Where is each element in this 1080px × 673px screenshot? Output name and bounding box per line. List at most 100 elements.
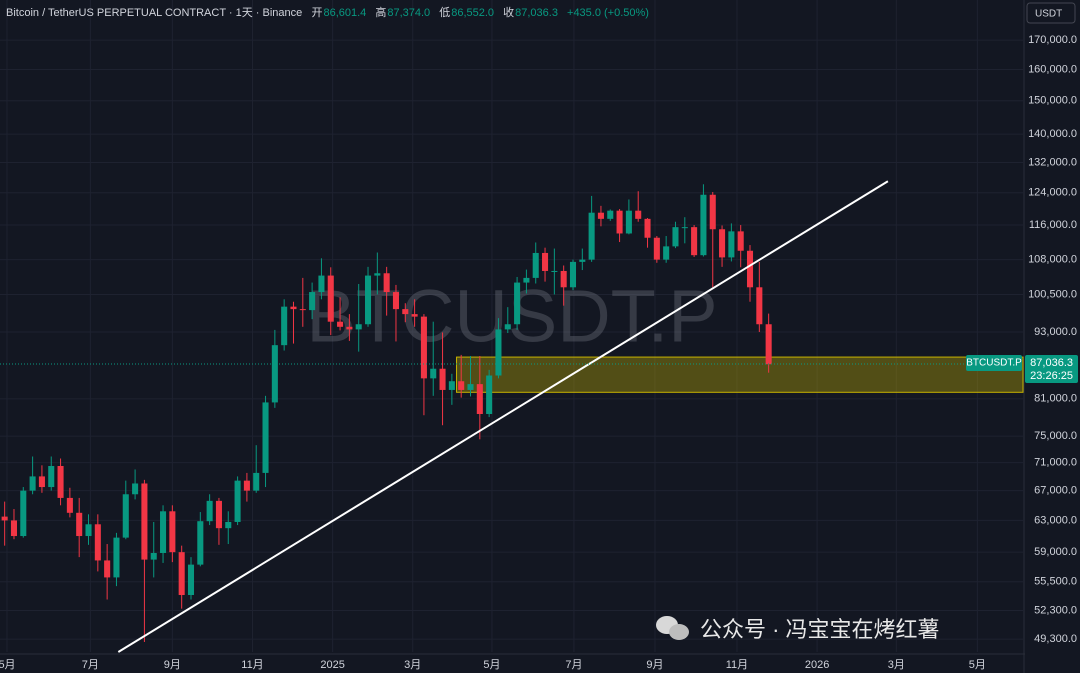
y-tick-label: 81,000.0: [1034, 393, 1077, 405]
y-tick-label: 63,000.0: [1034, 514, 1077, 526]
candle-body: [420, 316, 427, 379]
y-tick-label: 93,000.0: [1034, 326, 1077, 338]
candle-body: [728, 231, 735, 258]
candle-body: [439, 368, 446, 390]
candle-body: [672, 227, 679, 247]
trendline: [117, 180, 889, 653]
x-tick-label: 7月: [82, 659, 99, 671]
wechat-icon: [656, 614, 692, 642]
y-tick-label: 160,000.0: [1028, 63, 1077, 75]
candle-body: [756, 287, 763, 325]
candle-body: [579, 259, 586, 262]
candle-body: [187, 564, 195, 596]
candle-body: [299, 309, 306, 311]
ohlc-value: 86,552.0: [451, 7, 495, 19]
candle-body: [532, 252, 539, 278]
candle-body: [597, 212, 604, 219]
y-tick-label: 100,500.0: [1028, 288, 1077, 300]
candle-body: [504, 324, 511, 330]
candle-body: [85, 524, 92, 537]
y-tick-label: 150,000.0: [1028, 95, 1077, 107]
ohlc-label: 开: [311, 7, 323, 19]
y-tick-label: 67,000.0: [1034, 485, 1077, 497]
x-tick-label: 7月: [565, 659, 582, 671]
candle-body: [271, 345, 278, 403]
candle-body: [346, 326, 353, 330]
candle-body: [467, 384, 474, 390]
price-tag: [1025, 355, 1078, 384]
price-tag-value: 87,036.3: [1030, 357, 1073, 369]
candle-body: [644, 218, 651, 238]
symbol-tag-text: BTCUSDT.P: [966, 358, 1022, 369]
ohlc-label: 收: [503, 7, 515, 19]
header-title: Bitcoin / TetherUS PERPETUAL CONTRACT · …: [6, 7, 303, 19]
x-tick-label: 3月: [404, 659, 421, 671]
candle-body: [318, 275, 325, 293]
candle-body: [243, 480, 250, 491]
x-tick-label: 5月: [483, 659, 500, 671]
watermark-text: 公众号 · 冯宝宝在烤红薯: [700, 617, 940, 642]
candle-body: [290, 306, 297, 310]
ohlc-label: 低: [439, 7, 451, 19]
candle-body: [616, 210, 623, 234]
x-tick-label: 9月: [646, 659, 663, 671]
x-tick-label: 9月: [164, 659, 181, 671]
countdown: 23:26:25: [1030, 370, 1073, 382]
watermark: 公众号 · 冯宝宝在烤红薯: [656, 612, 940, 644]
candle-body: [225, 521, 232, 529]
y-tick-label: 75,000.0: [1034, 430, 1077, 442]
candle-body: [700, 194, 707, 256]
candle-body: [141, 483, 148, 560]
candle-body: [514, 282, 521, 325]
y-tick-label: 55,500.0: [1034, 576, 1077, 588]
candle-body: [178, 552, 185, 596]
y-tick-label: 49,300.0: [1034, 633, 1077, 645]
candle-body: [588, 212, 595, 260]
candle-body: [197, 521, 204, 565]
candle-body: [560, 270, 567, 288]
x-tick-label: 11月: [241, 659, 263, 671]
candle-body: [104, 560, 111, 578]
chart-header: Bitcoin / TetherUS PERPETUAL CONTRACT · …: [6, 4, 655, 20]
candle-body: [495, 329, 502, 376]
candle-body: [215, 500, 222, 529]
x-tick-label: 11月: [726, 659, 748, 671]
ohlc-value: 87,036.3: [515, 7, 558, 19]
symbol-watermark: BTCUSDT.P: [306, 275, 717, 358]
y-tick-label: 132,000.0: [1028, 156, 1077, 168]
candle-body: [523, 277, 530, 283]
candle-body: [374, 273, 381, 276]
candle-body: [29, 476, 36, 491]
zone: [456, 356, 1024, 393]
candle-body: [206, 500, 213, 522]
symbol-tag: [966, 355, 1022, 372]
change: +435.0 (+0.50%): [567, 7, 649, 19]
candle-body: [719, 229, 726, 258]
candle-body: [746, 250, 754, 288]
candle-body: [1, 516, 8, 521]
y-tick-label: 71,000.0: [1034, 456, 1077, 468]
candle-body: [309, 292, 316, 311]
candle-body: [253, 472, 260, 491]
x-tick-label: 2025: [320, 659, 344, 671]
candle-body: [448, 381, 455, 390]
candle-body: [551, 270, 558, 272]
candle-body: [542, 252, 549, 271]
candle-body: [430, 368, 437, 379]
candle-body: [383, 273, 390, 293]
candle-body: [38, 476, 45, 488]
ohlc-value: 87,374.0: [387, 7, 431, 19]
candle-body: [737, 231, 744, 251]
candle-body: [476, 384, 483, 414]
candle-body: [635, 210, 642, 219]
candle-body: [281, 306, 288, 346]
candle-body: [681, 227, 688, 229]
candle-body: [76, 512, 83, 537]
candle-body: [337, 321, 344, 327]
y-tick-label: 108,000.0: [1028, 254, 1077, 266]
candle-body: [122, 494, 129, 538]
candle-body: [160, 511, 167, 553]
candle-body: [411, 314, 418, 317]
candle-body: [132, 483, 139, 495]
y-tick-label: 140,000.0: [1028, 128, 1077, 140]
